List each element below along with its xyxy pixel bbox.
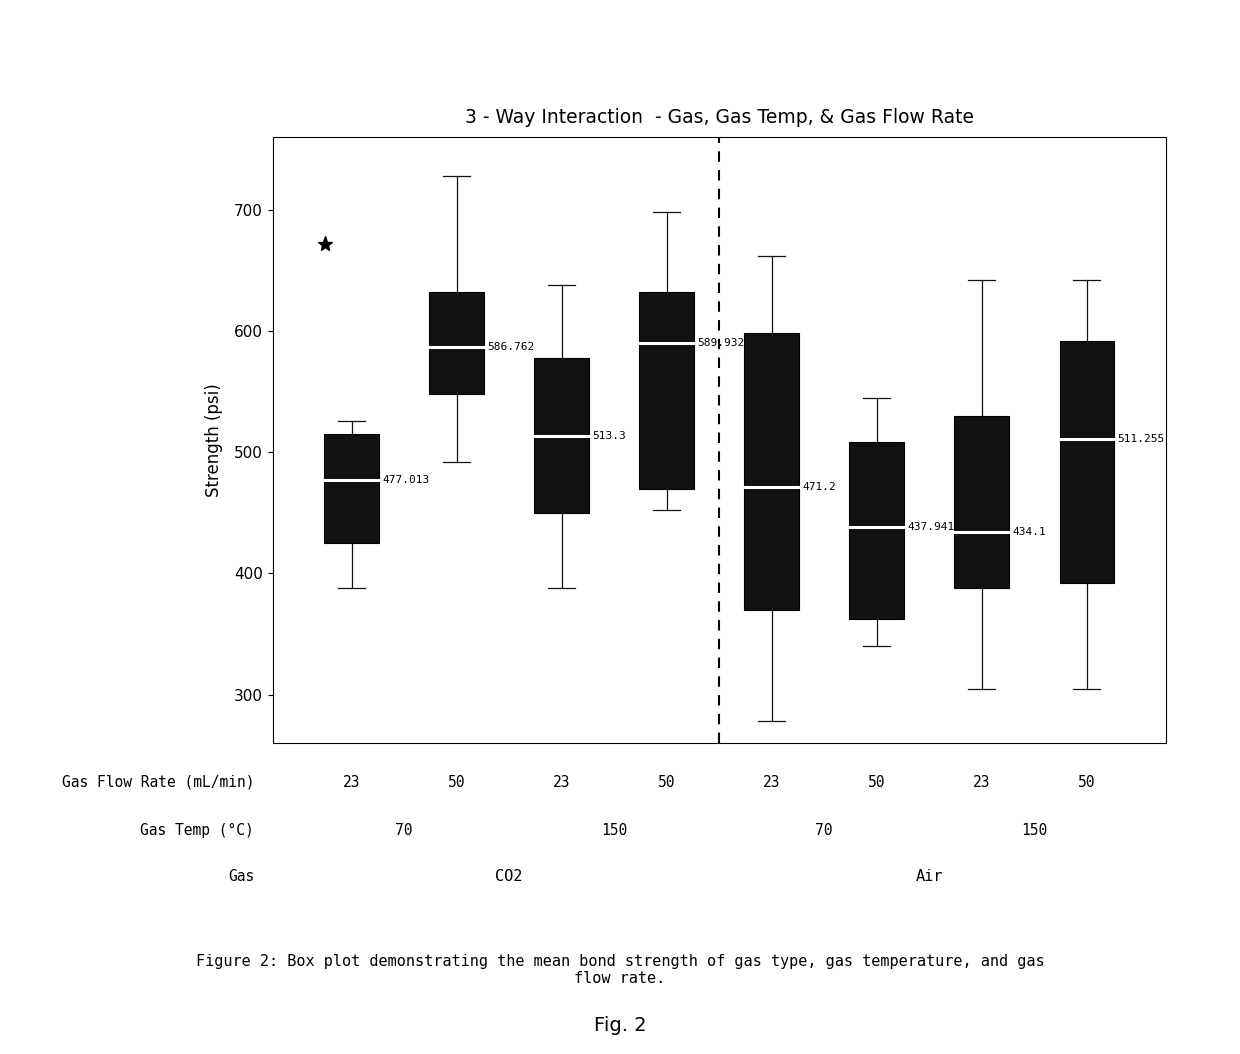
Text: 511.255: 511.255: [1117, 433, 1164, 444]
Text: 23: 23: [763, 775, 780, 789]
Y-axis label: Strength (psi): Strength (psi): [205, 384, 223, 496]
Text: CO2: CO2: [496, 870, 523, 884]
Text: 586.762: 586.762: [487, 341, 534, 352]
Bar: [1059, 340, 1114, 583]
Bar: [429, 292, 484, 394]
Text: 477.013: 477.013: [382, 475, 429, 485]
Text: 150: 150: [1022, 823, 1048, 838]
Text: 23: 23: [342, 775, 361, 789]
Text: 437.941: 437.941: [908, 523, 955, 532]
Text: 50: 50: [1078, 775, 1096, 789]
Bar: [955, 415, 1009, 588]
Text: 434.1: 434.1: [1012, 527, 1047, 538]
Text: Gas Flow Rate (mL/min): Gas Flow Rate (mL/min): [62, 775, 254, 789]
Text: 513.3: 513.3: [593, 431, 626, 441]
Bar: [744, 333, 799, 609]
Text: 50: 50: [658, 775, 676, 789]
Text: Gas Temp (°C): Gas Temp (°C): [140, 823, 254, 838]
Text: 471.2: 471.2: [802, 482, 836, 492]
Bar: [640, 292, 694, 489]
Text: 50: 50: [448, 775, 465, 789]
Title: 3 - Way Interaction  - Gas, Gas Temp, & Gas Flow Rate: 3 - Way Interaction - Gas, Gas Temp, & G…: [465, 109, 973, 128]
Text: 70: 70: [396, 823, 413, 838]
Text: 23: 23: [973, 775, 991, 789]
Text: 150: 150: [601, 823, 627, 838]
Text: 70: 70: [816, 823, 833, 838]
Bar: [325, 434, 379, 543]
Bar: [534, 357, 589, 513]
Text: Fig. 2: Fig. 2: [594, 1016, 646, 1035]
Text: 23: 23: [553, 775, 570, 789]
Text: Air: Air: [915, 870, 942, 884]
Text: 589.932: 589.932: [697, 338, 744, 348]
Text: Gas: Gas: [228, 870, 254, 884]
Text: Figure 2: Box plot demonstrating the mean bond strength of gas type, gas tempera: Figure 2: Box plot demonstrating the mea…: [196, 954, 1044, 987]
Bar: [849, 443, 904, 620]
Text: 50: 50: [868, 775, 885, 789]
